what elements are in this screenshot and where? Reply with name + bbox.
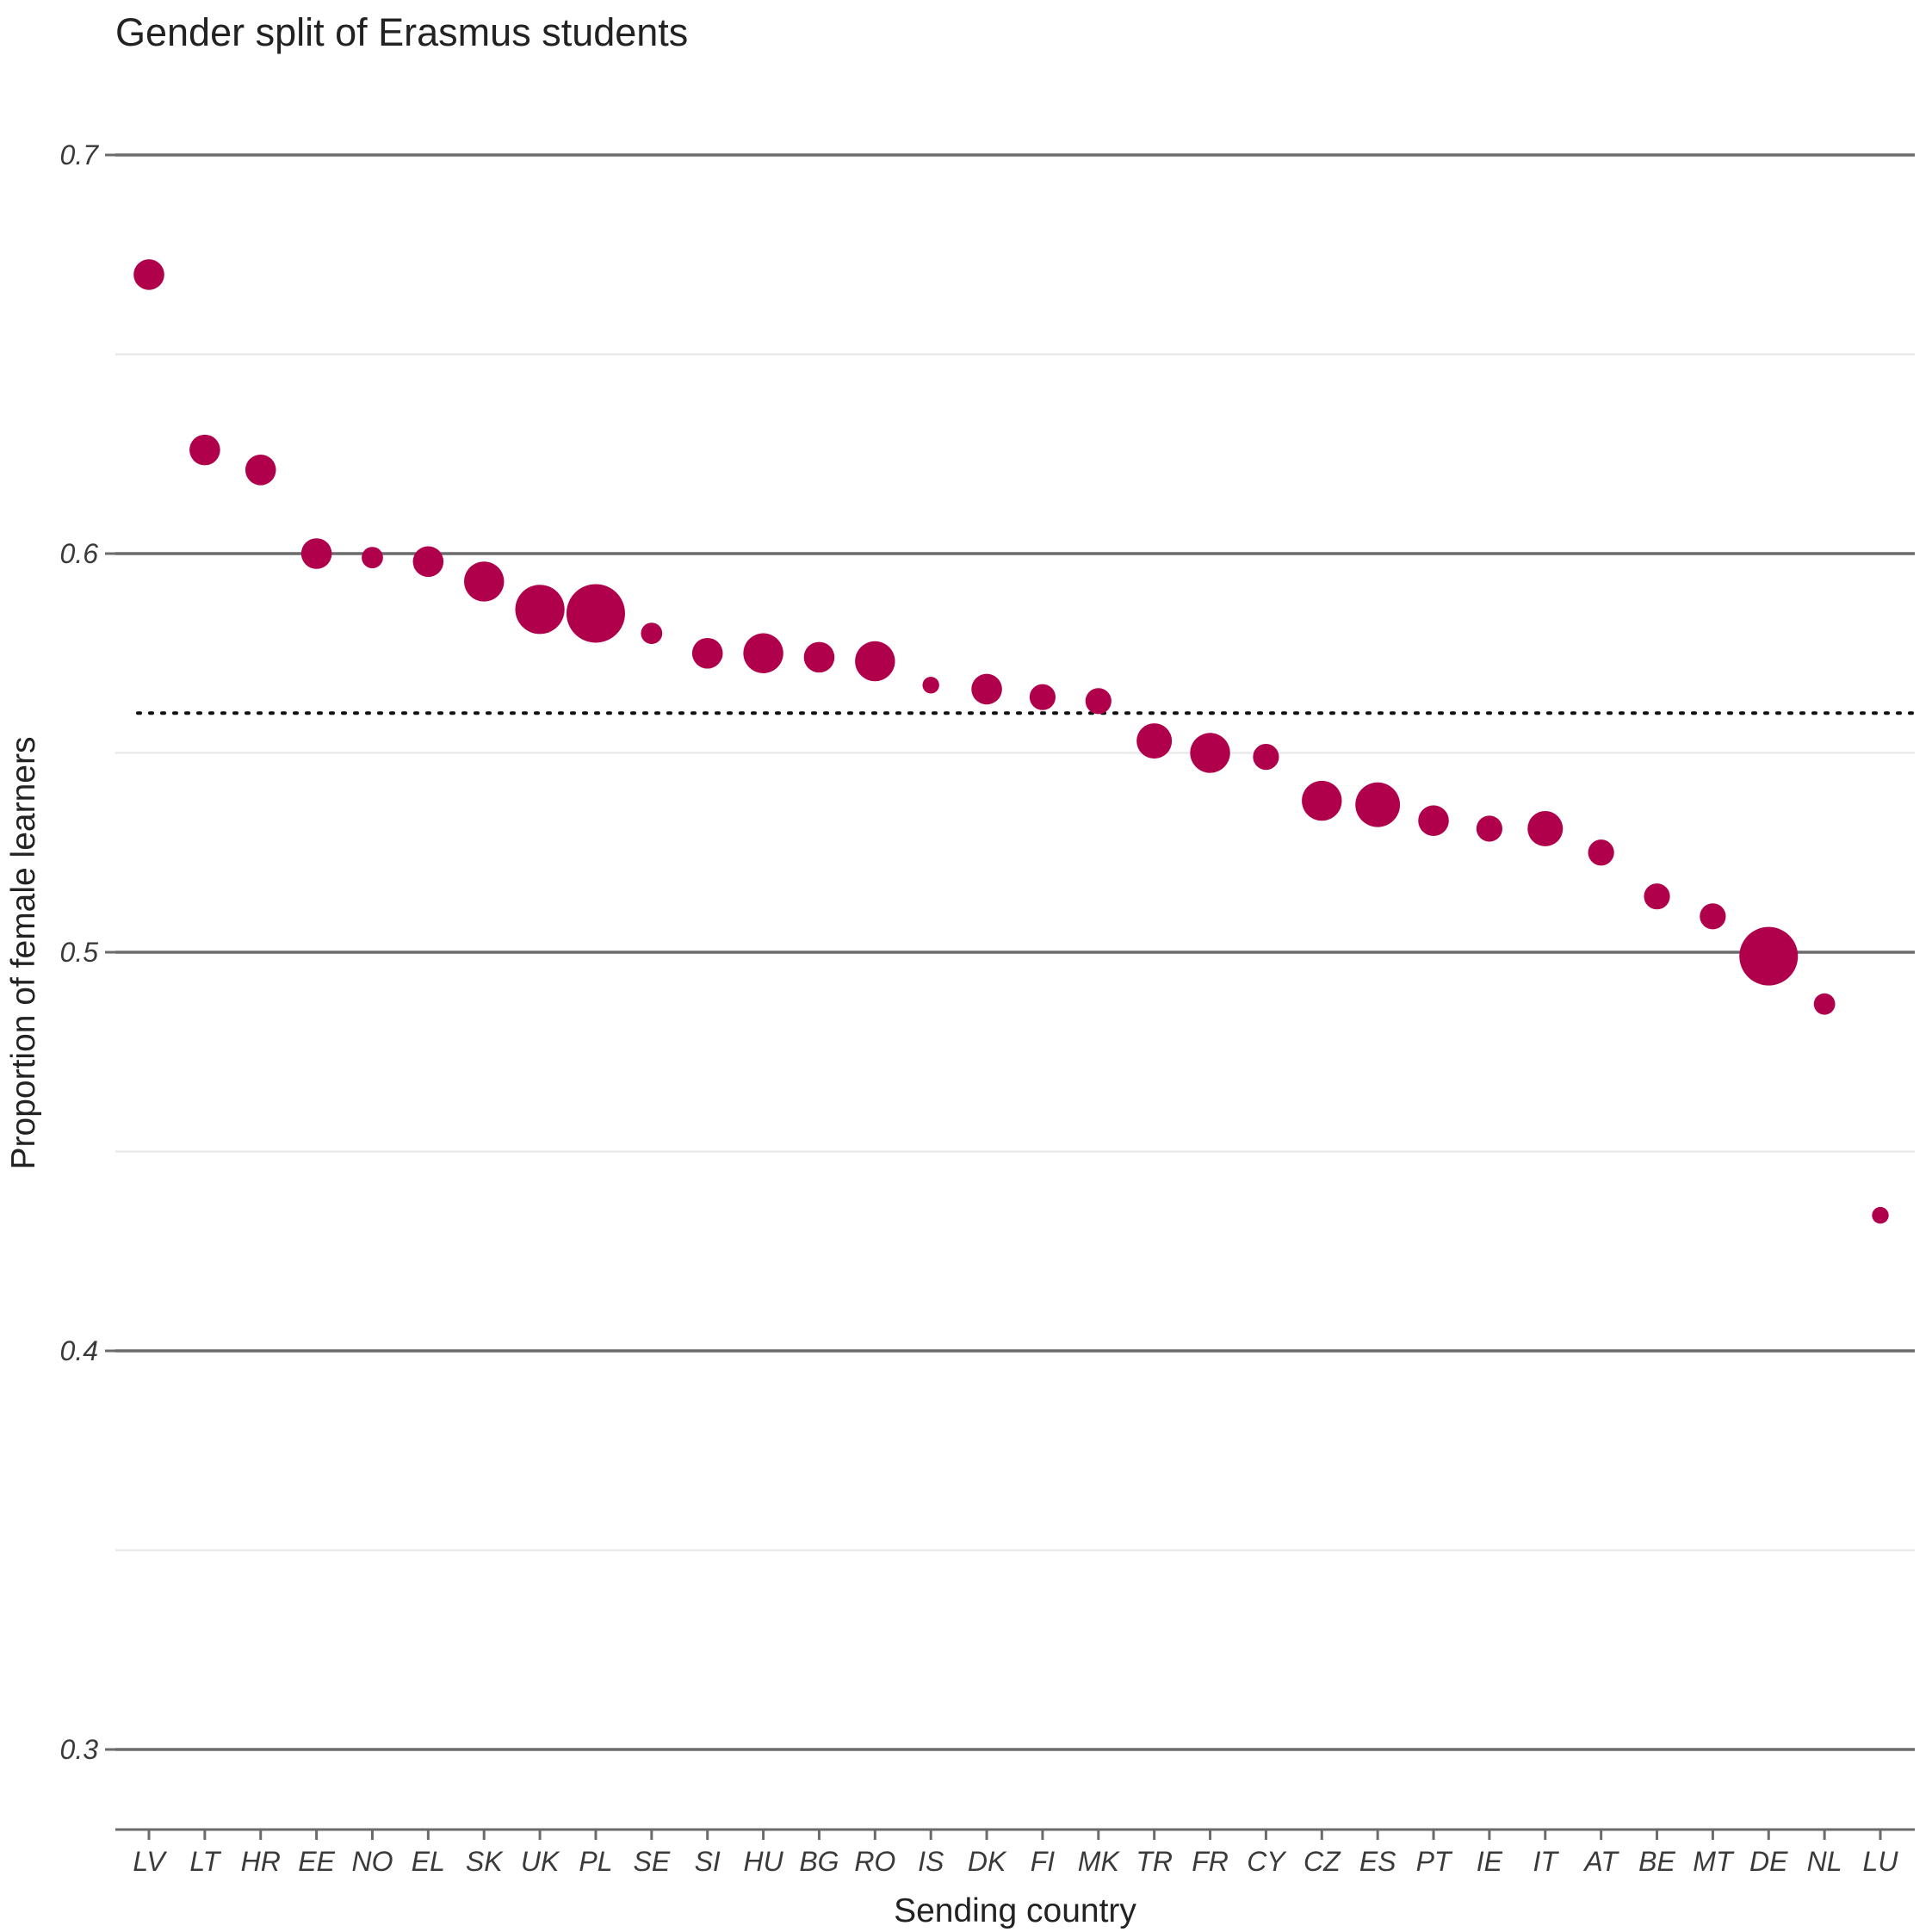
x-tick-label: NL <box>1807 1846 1842 1877</box>
y-tick-label: 0.6 <box>60 538 99 569</box>
data-point-cy <box>1253 744 1279 771</box>
data-point-nl <box>1813 993 1836 1015</box>
data-point-hr <box>245 454 276 486</box>
x-tick-label: MK <box>1078 1846 1121 1877</box>
x-tick-label: NO <box>351 1846 393 1877</box>
x-tick-label: HU <box>743 1846 783 1877</box>
data-point-es <box>1355 782 1401 827</box>
data-point-at <box>1588 839 1614 866</box>
data-point-uk <box>515 585 565 635</box>
x-tick-label: RO <box>854 1846 895 1877</box>
axis-layer <box>105 153 1915 1840</box>
x-tick-label: ES <box>1359 1846 1396 1877</box>
x-tick-label: FI <box>1031 1846 1056 1877</box>
data-point-lv <box>133 259 164 290</box>
data-point-lt <box>189 434 220 466</box>
data-point-it <box>1527 810 1564 846</box>
x-tick-label: CY <box>1247 1846 1287 1877</box>
data-point-se <box>641 622 663 644</box>
data-point-pt <box>1418 805 1449 837</box>
data-point-ie <box>1476 815 1503 842</box>
x-tick-label: HR <box>241 1846 281 1877</box>
y-axis-title: Proportion of female learners <box>5 737 42 1170</box>
y-tick-label: 0.3 <box>60 1734 99 1765</box>
data-point-bg <box>803 641 835 673</box>
x-tick-label: CZ <box>1303 1846 1341 1877</box>
label-layer: 0.3 0.4 0.5 0.6 0.7 LV LT HR EE NO EL SK UK PL SE SI HU B… <box>60 139 1899 1877</box>
y-tick-label: 0.5 <box>60 937 99 968</box>
x-tick-label: LV <box>133 1846 167 1877</box>
data-point-is <box>922 677 939 694</box>
data-point-ro <box>855 641 895 682</box>
data-point-mt <box>1700 903 1726 930</box>
data-point-no <box>362 547 383 569</box>
data-point-lu <box>1872 1206 1889 1224</box>
x-tick-label: AT <box>1582 1846 1619 1877</box>
x-tick-label: DK <box>968 1846 1007 1877</box>
y-tick-label: 0.7 <box>60 139 100 170</box>
x-tick-label: TR <box>1136 1846 1173 1877</box>
x-tick-label: PL <box>579 1846 612 1877</box>
x-tick-label: IS <box>918 1846 944 1877</box>
data-point-el <box>412 546 444 578</box>
grid-layer <box>115 153 1917 1751</box>
x-tick-label: SE <box>633 1846 670 1877</box>
data-point-fi <box>1029 684 1056 710</box>
x-tick-label: PT <box>1416 1846 1453 1877</box>
x-tick-label: BG <box>799 1846 839 1877</box>
data-point-mk <box>1085 688 1112 715</box>
x-axis-title: Sending country <box>894 1892 1136 1929</box>
data-point-ee <box>300 538 332 569</box>
x-tick-label: LT <box>189 1846 221 1877</box>
data-point-cz <box>1302 780 1342 821</box>
data-point-sk <box>464 561 505 602</box>
x-tick-label: LU <box>1863 1846 1899 1877</box>
x-tick-label: SI <box>695 1846 721 1877</box>
x-tick-label: IT <box>1533 1846 1560 1877</box>
y-tick-label: 0.4 <box>60 1335 98 1366</box>
data-point-be <box>1644 883 1670 910</box>
x-tick-label: EE <box>298 1846 335 1877</box>
x-tick-label: EL <box>412 1846 445 1877</box>
chart-title: Gender split of Erasmus students <box>115 10 688 54</box>
data-point-dk <box>971 673 1002 705</box>
data-point-tr <box>1136 723 1173 759</box>
data-point-pl <box>566 584 625 643</box>
x-tick-label: MT <box>1693 1846 1735 1877</box>
point-layer <box>133 259 1889 1224</box>
data-point-de <box>1739 926 1799 986</box>
data-point-fr <box>1190 733 1230 773</box>
x-tick-label: BE <box>1638 1846 1675 1877</box>
x-tick-label: IE <box>1477 1846 1503 1877</box>
x-tick-label: DE <box>1749 1846 1788 1877</box>
x-tick-label: UK <box>521 1846 560 1877</box>
x-tick-label: SK <box>466 1846 504 1877</box>
data-point-si <box>691 637 723 669</box>
data-point-hu <box>743 633 783 673</box>
x-tick-label: FR <box>1192 1846 1229 1877</box>
